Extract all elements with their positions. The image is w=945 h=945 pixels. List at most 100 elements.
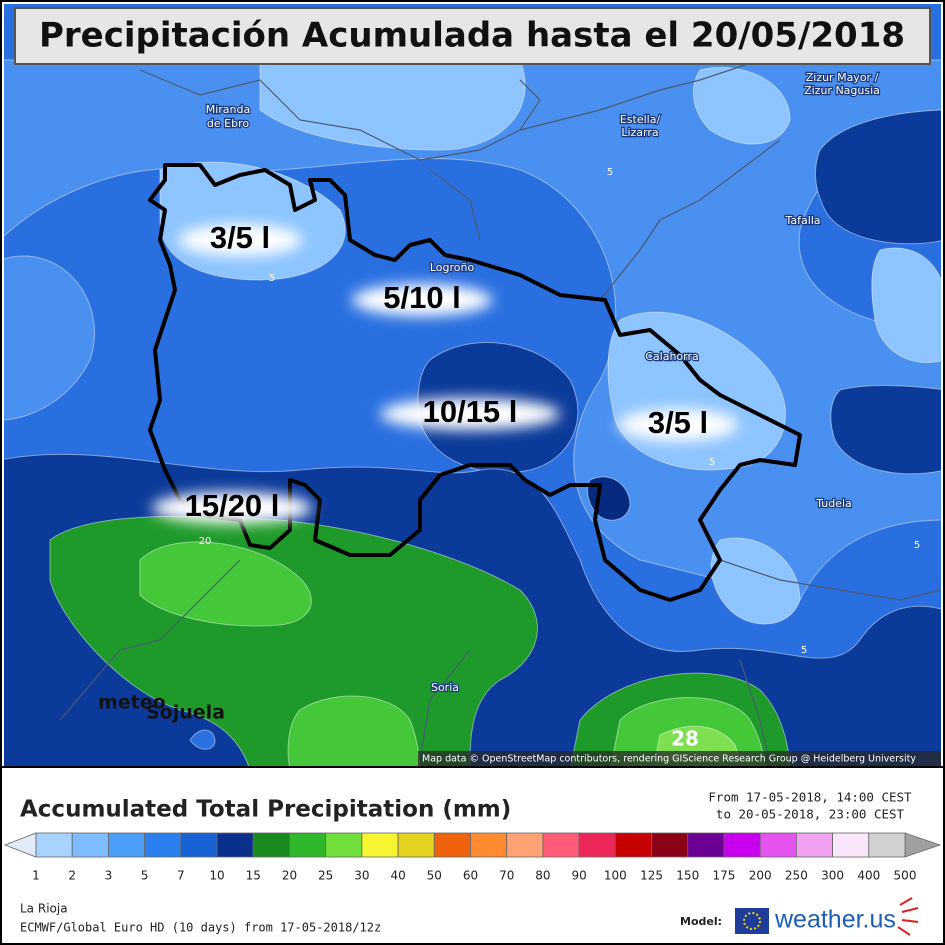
place-label: Logroño xyxy=(430,261,475,274)
colorbar-tick-label: 1 xyxy=(32,869,40,883)
colorbar-tick-label: 20 xyxy=(282,869,297,883)
title: Precipitación Acumulada hasta el 20/05/2… xyxy=(39,16,905,56)
colorbar: 1 2 3 5 7 10 15 20 25 30 40 50 60 70 80 90 100 125 150 175 2… xyxy=(3,832,942,883)
region-label: 15/20 l xyxy=(185,488,280,523)
place-label: Lizarra xyxy=(621,126,658,139)
colorbar-tick-label: 500 xyxy=(894,869,917,883)
watermark: meteo xyxy=(98,692,166,714)
color-swatch xyxy=(433,832,471,858)
contour-label: 5 xyxy=(607,167,613,178)
colorbar-tick-label: 250 xyxy=(785,869,808,883)
contour-label: 5 xyxy=(914,540,920,551)
colorbar-tick-label: 10 xyxy=(209,869,224,883)
region-label: 5/10 l xyxy=(383,280,461,315)
color-swatch xyxy=(614,832,652,858)
contour-label: 5 xyxy=(801,645,807,656)
watermark: Sojuela xyxy=(146,702,225,724)
color-swatch xyxy=(542,832,580,858)
label-glow xyxy=(352,284,492,316)
contour-label: 20 xyxy=(199,536,212,547)
color-swatch xyxy=(361,832,399,858)
region-label: 3/5 l xyxy=(210,220,270,255)
zone xyxy=(189,729,216,750)
legend-period: From 17-05-2018, 14:00 CEST xyxy=(708,790,912,805)
colorbar-tick-label: 150 xyxy=(676,869,699,883)
label-glow xyxy=(178,224,302,256)
zone xyxy=(4,255,95,421)
color-swatch xyxy=(759,832,797,858)
title-box xyxy=(14,7,931,65)
place-label: Tudela xyxy=(815,497,852,510)
place-label: Miranda xyxy=(206,103,251,116)
colorbar-tick-label: 125 xyxy=(640,869,663,883)
label-glow xyxy=(152,492,312,524)
color-swatch xyxy=(144,832,182,858)
la-rioja-border xyxy=(148,163,802,602)
color-swatch xyxy=(71,832,109,858)
footer-region: La Rioja xyxy=(20,902,68,916)
footer-model-label: Model: xyxy=(680,915,722,928)
label-glow xyxy=(618,409,738,441)
contour-label: 28 xyxy=(671,727,699,751)
color-swatch xyxy=(868,832,906,858)
colorbar-tick-label: 175 xyxy=(713,869,736,883)
place-label: Estella/ xyxy=(620,113,661,126)
map: Miranda de Ebro Estella/ Lizarra Zizur M… xyxy=(4,4,941,766)
color-swatch xyxy=(216,832,254,858)
brand-logo xyxy=(897,897,919,936)
attribution: Map data © OpenStreetMap contributors, r… xyxy=(422,754,916,765)
zone xyxy=(692,66,791,145)
place-label: de Ebro xyxy=(207,117,249,130)
colorbar-tick-label: 30 xyxy=(354,869,369,883)
color-swatch xyxy=(506,832,544,858)
place-label: Tafalla xyxy=(784,214,820,227)
place-label: Zizur Nagusia xyxy=(804,84,880,97)
footer-brand: weather.us xyxy=(774,906,896,934)
zone xyxy=(830,385,941,475)
color-swatch xyxy=(180,832,218,858)
eu-stars xyxy=(743,912,761,930)
color-swatch xyxy=(325,832,363,858)
color-swatch xyxy=(687,832,725,858)
color-swatch xyxy=(108,832,146,858)
colorbar-tick-label: 200 xyxy=(749,869,772,883)
color-swatch xyxy=(289,832,327,858)
colorbar-tick-label: 70 xyxy=(499,869,514,883)
zone xyxy=(287,695,421,766)
color-swatch xyxy=(723,832,761,858)
color-swatch xyxy=(795,832,833,858)
colorbar-tick-label: 400 xyxy=(857,869,880,883)
zone xyxy=(259,59,526,151)
zone xyxy=(871,247,941,364)
color-swatch xyxy=(651,832,689,858)
colorbar-tick-label: 80 xyxy=(535,869,550,883)
zone xyxy=(815,109,941,245)
attribution-bg xyxy=(418,751,941,766)
legend-title: Accumulated Total Precipitation (mm) xyxy=(20,797,511,823)
color-swatch xyxy=(832,832,870,858)
color-swatch xyxy=(578,832,616,858)
zone xyxy=(710,537,801,625)
contour-label: 5 xyxy=(269,273,275,284)
legend-period: to 20-05-2018, 23:00 CEST xyxy=(716,807,905,822)
eu-flag xyxy=(735,908,769,934)
region-label: 10/15 l xyxy=(423,394,518,429)
colorbar-tick-label: 300 xyxy=(821,869,844,883)
place-label: Soria xyxy=(431,681,459,694)
colorbar-tick-label: 15 xyxy=(246,869,261,883)
colorbar-tick-label: 60 xyxy=(463,869,478,883)
colorbar-tick-label: 25 xyxy=(318,869,333,883)
color-swatch xyxy=(35,832,73,858)
colorbar-tick-label: 40 xyxy=(390,869,405,883)
colorbar-tick-label: 50 xyxy=(427,869,442,883)
colorbar-tick-label: 2 xyxy=(68,869,76,883)
label-glow xyxy=(380,398,560,430)
colorbar-tick-label: 100 xyxy=(604,869,627,883)
colorbar-tick-label: 7 xyxy=(177,869,185,883)
place-label: Zizur Mayor / xyxy=(806,71,879,84)
colorbar-tick-label: 3 xyxy=(105,869,113,883)
footer-model-run: ECMWF/Global Euro HD (10 days) from 17-0… xyxy=(20,921,381,935)
region-label: 3/5 l xyxy=(648,405,708,440)
color-swatch xyxy=(470,832,508,858)
